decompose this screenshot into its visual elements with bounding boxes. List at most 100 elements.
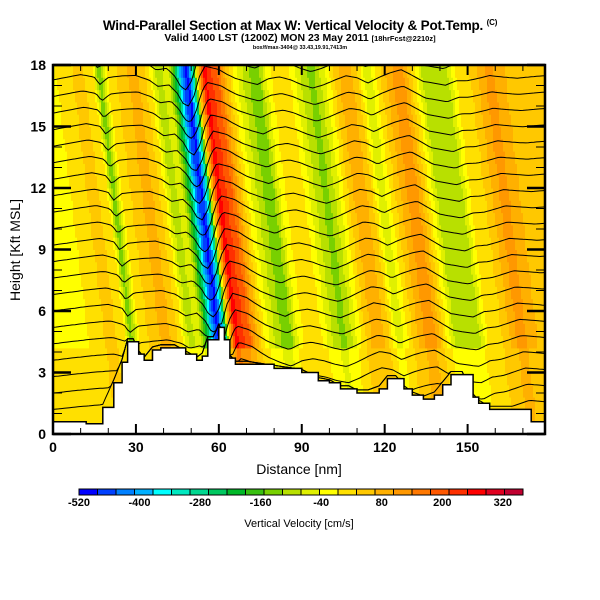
field-cell: [377, 151, 380, 164]
field-cell: [375, 212, 378, 226]
field-cell: [57, 274, 60, 287]
field-cell: [197, 347, 200, 361]
field-cell: [309, 212, 312, 226]
field-cell: [345, 347, 348, 361]
field-cell: [201, 200, 204, 214]
field-cell: [223, 200, 226, 214]
field-cell: [103, 237, 106, 250]
field-cell: [121, 323, 124, 337]
field-cell: [227, 261, 230, 275]
field-cell: [75, 151, 78, 164]
field-cell: [103, 384, 106, 398]
field-cell: [309, 114, 312, 127]
field-cell: [301, 77, 304, 91]
field-cell: [113, 89, 116, 103]
field-cell: [377, 89, 380, 103]
field-cell: [159, 89, 162, 103]
field-cell: [77, 138, 80, 152]
field-cell: [379, 163, 382, 177]
field-cell: [337, 114, 340, 127]
field-cell: [107, 224, 110, 238]
field-cell: [171, 126, 174, 140]
field-cell: [223, 298, 226, 312]
field-cell: [273, 224, 276, 238]
field-cell: [137, 249, 140, 263]
field-cell: [247, 335, 250, 349]
field-cell: [79, 77, 82, 91]
field-cell: [245, 151, 248, 164]
field-cell: [237, 237, 240, 250]
field-cell: [123, 89, 126, 103]
field-cell: [283, 274, 286, 287]
field-cell: [105, 89, 108, 103]
field-cell: [321, 175, 324, 189]
field-cell: [375, 188, 378, 201]
field-cell: [285, 298, 288, 312]
field-cell: [151, 77, 154, 91]
field-cell: [191, 323, 194, 337]
field-cell: [87, 138, 90, 152]
field-cell: [149, 175, 152, 189]
field-cell: [99, 151, 102, 164]
field-cell: [343, 347, 346, 361]
field-cell: [145, 151, 148, 164]
field-cell: [77, 286, 80, 300]
field-cell: [201, 298, 204, 312]
field-cell: [321, 224, 324, 238]
field-cell: [277, 298, 280, 312]
field-cell: [153, 163, 156, 177]
field-cell: [245, 323, 248, 337]
field-cell: [359, 372, 362, 386]
field-cell: [149, 163, 152, 177]
field-cell: [355, 188, 358, 201]
field-cell: [179, 311, 182, 324]
field-cell: [251, 65, 254, 78]
field-cell: [273, 298, 276, 312]
field-cell: [373, 249, 376, 263]
field-cell: [81, 175, 84, 189]
field-cell: [277, 200, 280, 214]
field-cell: [295, 200, 298, 214]
field-cell: [189, 101, 192, 115]
field-cell: [327, 77, 330, 91]
field-cell: [87, 347, 90, 361]
field-cell: [251, 163, 254, 177]
field-cell: [55, 409, 58, 423]
field-cell: [83, 65, 86, 78]
field-cell: [345, 274, 348, 287]
field-cell: [273, 151, 276, 164]
field-cell: [303, 114, 306, 127]
field-cell: [199, 200, 202, 214]
field-cell: [195, 175, 198, 189]
field-cell: [329, 335, 332, 349]
field-cell: [187, 175, 190, 189]
field-cell: [157, 311, 160, 324]
field-cell: [261, 138, 264, 152]
field-cell: [325, 224, 328, 238]
field-cell: [65, 212, 68, 226]
field-cell: [333, 126, 336, 140]
field-cell: [209, 274, 212, 287]
field-cell: [331, 200, 334, 214]
field-cell: [157, 151, 160, 164]
field-cell: [243, 224, 246, 238]
field-cell: [229, 224, 232, 238]
field-cell: [229, 126, 232, 140]
field-cell: [89, 237, 92, 250]
field-cell: [125, 298, 128, 312]
field-cell: [85, 151, 88, 164]
field-cell: [287, 237, 290, 250]
field-cell: [377, 126, 380, 140]
field-cell: [153, 261, 156, 275]
field-cell: [175, 138, 178, 152]
field-cell: [257, 335, 260, 349]
field-cell: [205, 89, 208, 103]
field-cell: [191, 65, 194, 78]
field-cell: [97, 151, 100, 164]
field-cell: [309, 274, 312, 287]
field-cell: [231, 114, 234, 127]
field-cell: [283, 224, 286, 238]
field-cell: [161, 151, 164, 164]
field-cell: [227, 163, 230, 177]
field-cell: [67, 274, 70, 287]
